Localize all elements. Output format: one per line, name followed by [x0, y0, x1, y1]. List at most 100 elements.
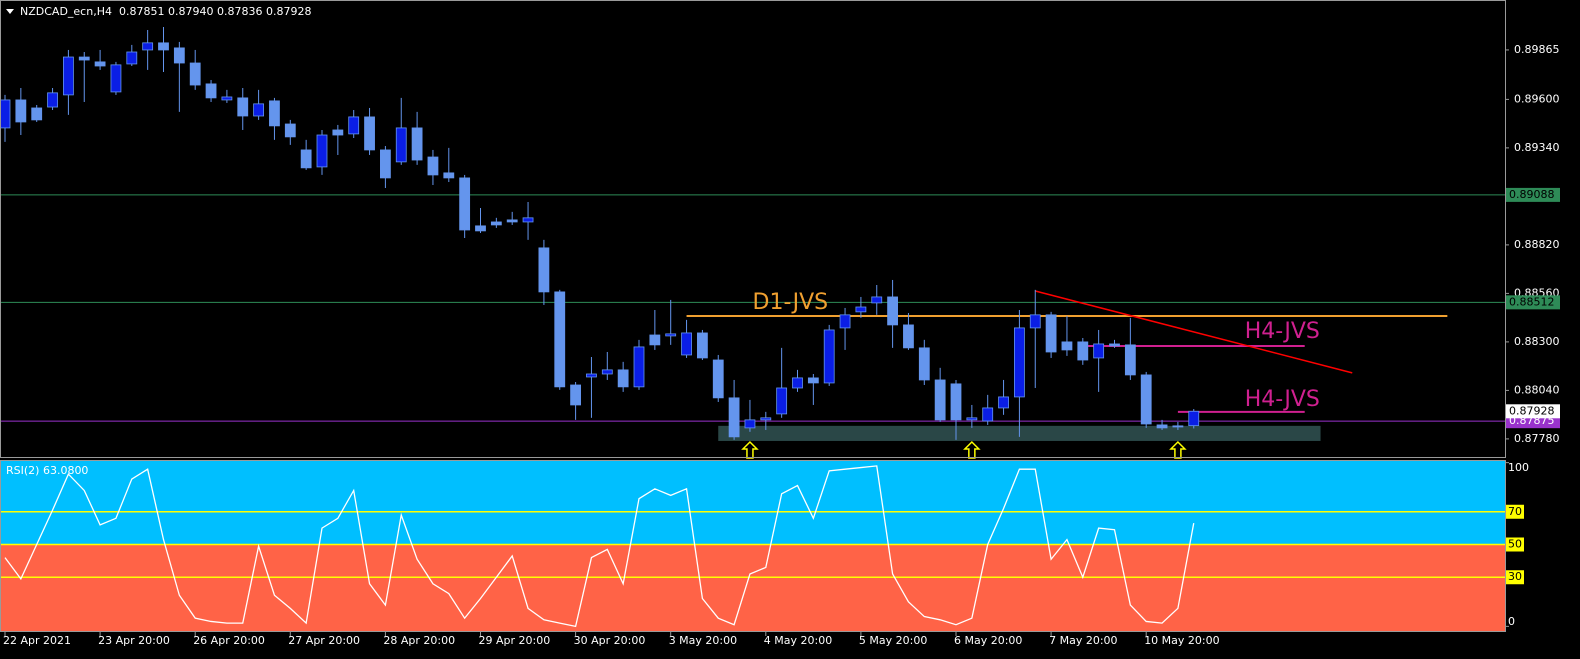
candle-body	[966, 417, 978, 421]
candle-body	[633, 346, 645, 388]
rsi-label: 70	[1508, 505, 1522, 518]
candle-body	[0, 99, 11, 129]
candle-body	[887, 296, 898, 326]
candle-body	[586, 373, 597, 378]
candle-body	[1156, 424, 1168, 429]
rsi-upper-zone	[1, 461, 1505, 545]
level-tag-box	[1506, 187, 1560, 202]
candle-body	[744, 419, 756, 429]
candle-body	[1061, 341, 1073, 351]
candle-body	[284, 123, 296, 138]
candle-body	[538, 247, 550, 293]
candle-body	[855, 306, 867, 313]
jvs-label: D1-JVS	[753, 290, 829, 315]
candle-body	[649, 334, 661, 346]
candle-body	[110, 64, 122, 93]
candle-body	[379, 149, 391, 179]
candle-body	[31, 107, 43, 121]
candle-body	[475, 225, 486, 232]
candle-body	[617, 369, 629, 388]
time-label: 23 Apr 20:00	[98, 634, 170, 647]
rsi-level-tag	[1506, 537, 1524, 552]
trendline	[1035, 290, 1353, 374]
level-tag: 0.88512	[1509, 295, 1555, 308]
candle-body	[823, 329, 835, 384]
candle-body	[63, 56, 74, 96]
candle-body	[173, 47, 185, 64]
candle-body	[950, 383, 962, 421]
candle-body	[839, 314, 851, 329]
candle-body	[364, 116, 375, 151]
jvs-label: H4-JVS	[1245, 319, 1320, 344]
candle-body	[665, 333, 677, 337]
candle-body	[1140, 374, 1152, 425]
price-label: 0.88300	[1514, 335, 1560, 348]
candle-body	[205, 83, 217, 99]
candle-body	[459, 177, 471, 231]
price-label: 0.87780	[1514, 432, 1560, 445]
candle-body	[871, 296, 883, 304]
time-label: 4 May 20:00	[764, 634, 832, 647]
price-label: 0.88820	[1514, 238, 1560, 251]
time-label: 26 Apr 20:00	[193, 634, 265, 647]
candle-body	[601, 369, 613, 375]
candle-body	[427, 156, 439, 176]
candle-body	[142, 42, 154, 51]
candle-body	[1124, 344, 1136, 376]
candle-body	[316, 134, 328, 168]
time-label: 6 May 20:00	[954, 634, 1022, 647]
main-frame	[0, 0, 1506, 458]
time-label: 29 Apr 20:00	[479, 634, 551, 647]
candle-body	[554, 291, 566, 388]
candle-body	[237, 97, 249, 117]
ohlc-readout: 0.87851 0.87940 0.87836 0.87928	[119, 5, 311, 18]
candle-body	[792, 377, 803, 389]
candle-body	[1029, 314, 1041, 329]
candle-body	[681, 332, 692, 356]
candle-body	[490, 221, 502, 226]
candle-body	[253, 103, 265, 117]
candle-body	[221, 96, 233, 101]
jvs-label: H4-JVS	[1245, 387, 1320, 412]
candle-body	[94, 61, 106, 67]
candle-body	[918, 347, 930, 381]
time-label: 7 May 20:00	[1049, 634, 1117, 647]
candle-body	[443, 172, 455, 179]
time-label: 28 Apr 20:00	[383, 634, 455, 647]
last-price-tag: 0.87928	[1509, 404, 1555, 417]
candle-body	[1093, 343, 1105, 359]
time-label: 5 May 20:00	[859, 634, 927, 647]
candle-body	[776, 387, 788, 415]
candle-body	[728, 397, 740, 438]
rsi-frame	[0, 460, 1506, 632]
level-tag: 0.89088	[1509, 188, 1555, 201]
menu-triangle[interactable]	[6, 9, 14, 14]
candle-body	[158, 42, 169, 51]
rsi-lower-zone	[1, 544, 1505, 631]
candle-body	[760, 417, 772, 421]
candle-body	[47, 92, 58, 108]
candle-body	[189, 62, 201, 86]
candle-body	[269, 100, 280, 127]
candle-body	[15, 99, 27, 123]
candle-body	[998, 396, 1009, 409]
price-label: 0.89865	[1514, 43, 1560, 56]
price-label: 0.89600	[1514, 92, 1560, 105]
candle-body	[126, 51, 138, 65]
candle-body	[348, 116, 360, 135]
candle-body	[807, 377, 819, 384]
time-label: 27 Apr 20:00	[288, 634, 360, 647]
rsi-label: 30	[1508, 570, 1522, 583]
time-label: 3 May 20:00	[669, 634, 737, 647]
candle-body	[982, 407, 994, 422]
time-label: 22 Apr 2021	[3, 634, 71, 647]
candle-body	[332, 129, 344, 136]
last-price-tag-box	[1506, 404, 1560, 419]
candle-body	[934, 379, 946, 421]
symbol-title: NZDCAD_ecn,H4	[20, 5, 112, 18]
candle-body	[1077, 341, 1089, 361]
candle-body	[1172, 425, 1184, 428]
time-label: 10 May 20:00	[1144, 634, 1219, 647]
candle-body	[1014, 327, 1025, 398]
